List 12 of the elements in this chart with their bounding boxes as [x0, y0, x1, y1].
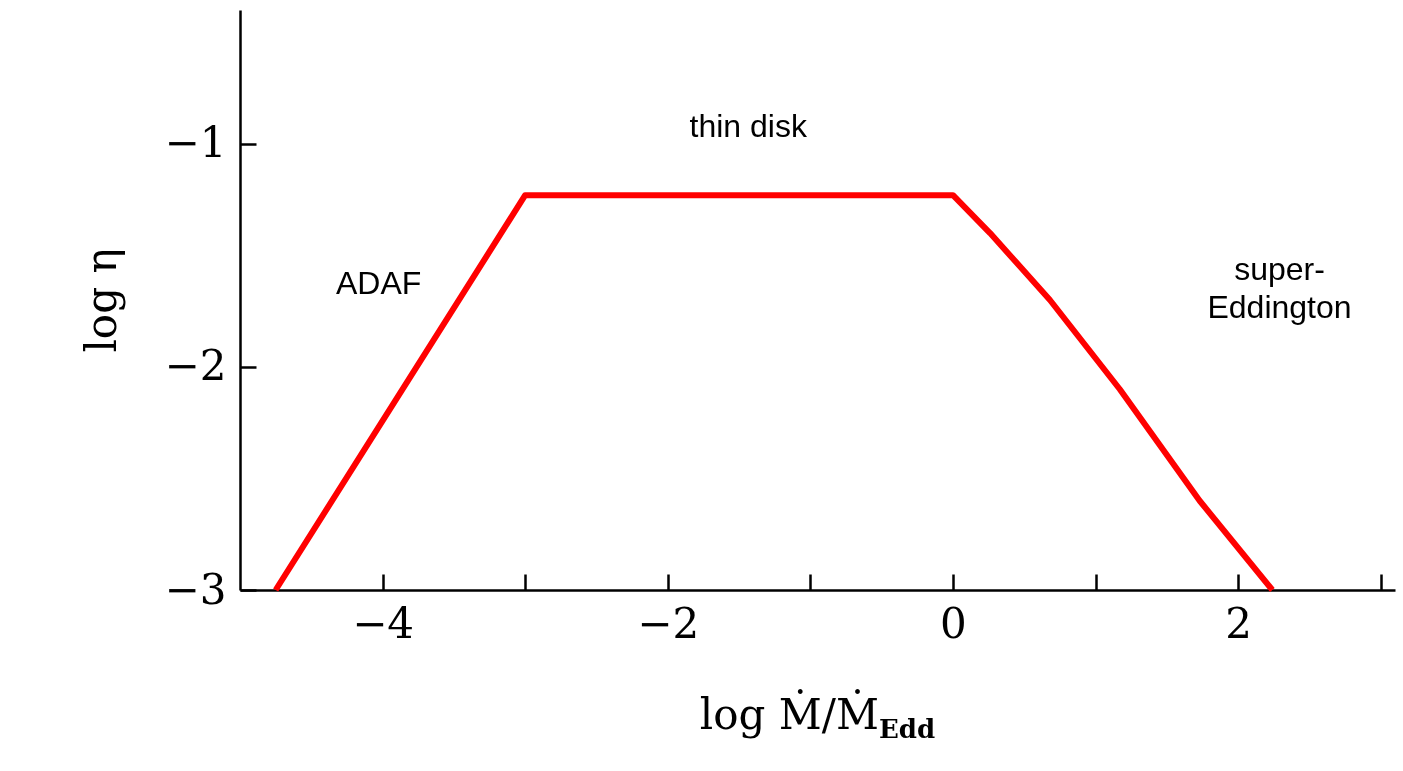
x-tick-label: 2 [1225, 598, 1253, 648]
annotation: thin disk [689, 107, 807, 145]
y-tick-label: −1 [164, 118, 227, 168]
x-axis-title: log Ṁ/Ṁ$_{Edd}$ [698, 690, 937, 745]
annotation: super- Eddington [1207, 250, 1352, 327]
y-tick-label: −2 [164, 341, 227, 391]
x-tick-label: 0 [940, 598, 967, 648]
x-tick-label: −2 [637, 598, 700, 648]
x-tick-label: −4 [352, 598, 415, 648]
annotation: ADAF [335, 263, 422, 302]
y-axis-title: log η [76, 248, 126, 353]
y-tick-label: −3 [164, 564, 227, 614]
